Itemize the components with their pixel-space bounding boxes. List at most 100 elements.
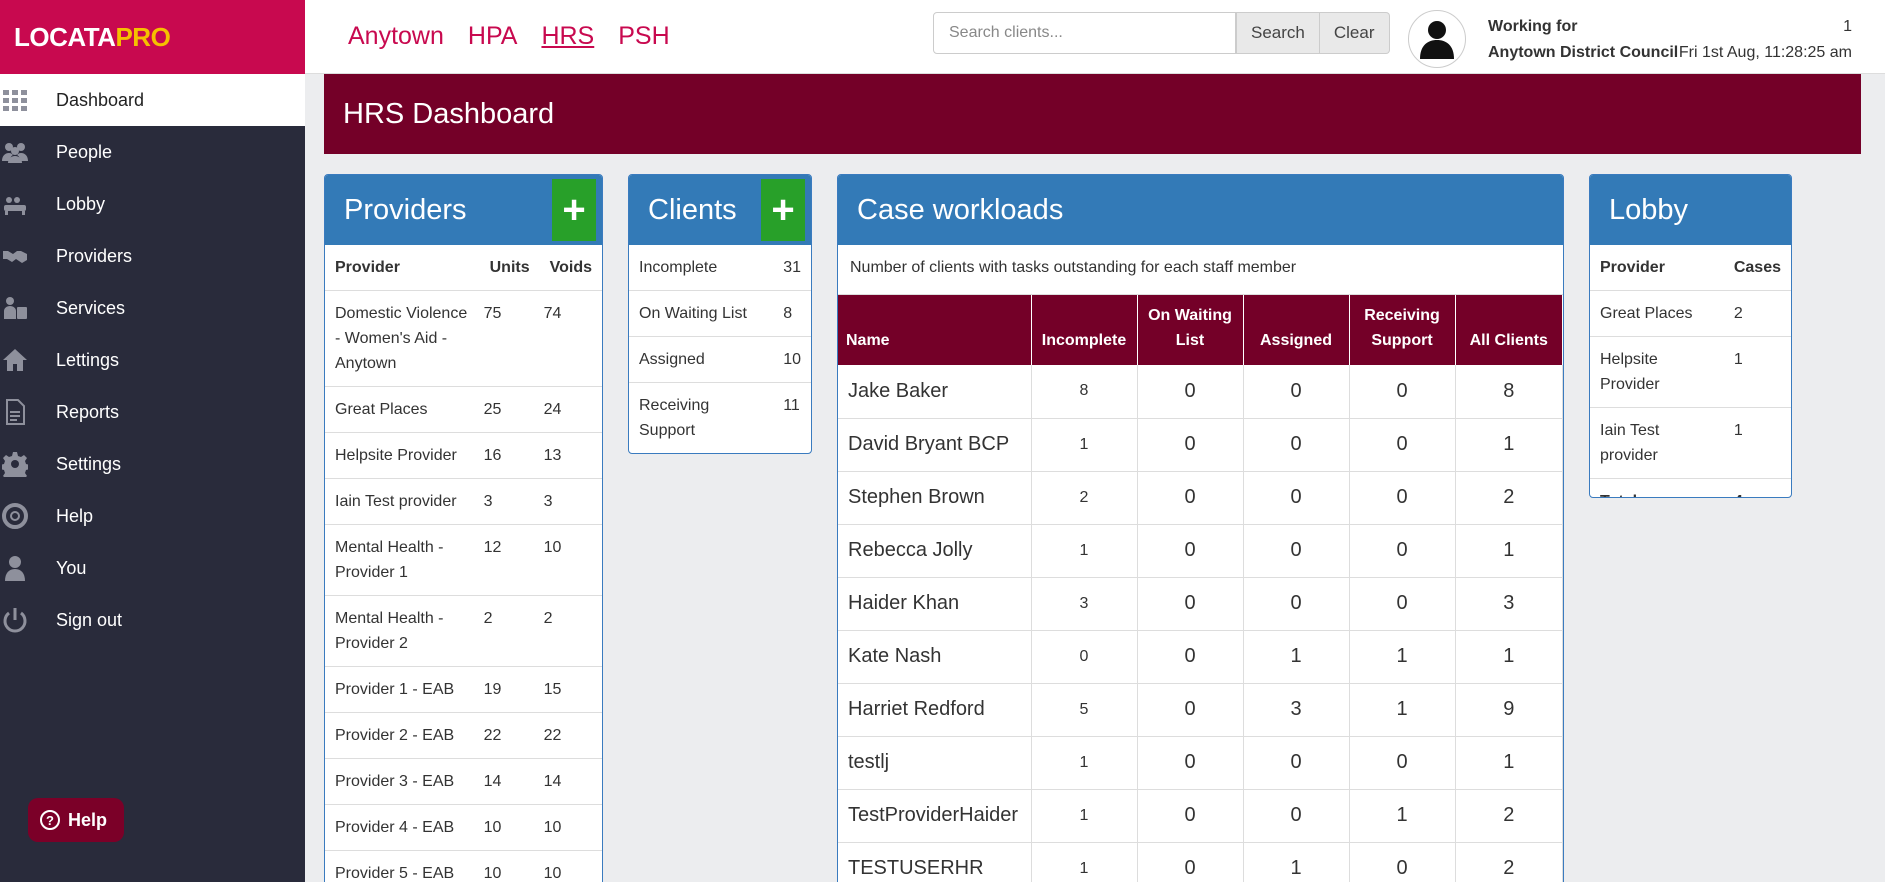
provider-row[interactable]: Great Places 25 24 [325,386,602,433]
user-avatar-icon [1420,21,1454,59]
waiting-count: 0 [1137,577,1244,631]
workload-row[interactable]: Jake Baker 8 0 0 0 8 [838,365,1563,419]
tab-psh[interactable]: PSH [618,22,670,50]
provider-name: Provider 5 - EAB [325,850,480,882]
sidebar-item-sign-out[interactable]: Sign out [0,594,305,646]
client-status-row[interactable]: Incomplete 31 [629,245,811,291]
workload-row[interactable]: Haider Khan 3 0 0 0 3 [838,577,1563,631]
handshake-icon [0,243,56,269]
client-status-count: 31 [773,245,811,291]
provider-voids: 10 [539,850,602,882]
provider-units: 14 [479,758,540,805]
provider-row[interactable]: Provider 3 - EAB 14 14 [325,758,602,805]
sidebar-item-help[interactable]: Help [0,490,305,542]
provider-name: Iain Test provider [325,478,480,525]
provider-row[interactable]: Provider 2 - EAB 22 22 [325,712,602,759]
provider-row[interactable]: Provider 5 - EAB 10 10 [325,850,602,882]
search-button[interactable]: Search [1236,12,1320,54]
lobby-row[interactable]: Helpsite Provider 1 [1590,336,1791,408]
tab-hrs[interactable]: HRS [541,22,595,50]
provider-units: 25 [479,386,540,433]
assigned-count: 0 [1243,471,1350,525]
all-clients-count: 2 [1455,471,1563,525]
column-header-voids: Voids [539,245,602,291]
workload-row[interactable]: TestProviderHaider 1 0 0 1 2 [838,789,1563,843]
workload-row[interactable]: David Bryant BCP 1 0 0 0 1 [838,418,1563,472]
sidebar-item-dashboard[interactable]: Dashboard [0,74,305,126]
clear-button[interactable]: Clear [1319,12,1390,54]
lobby-provider: Helpsite Provider [1590,336,1724,408]
workload-row[interactable]: testlj 1 0 0 0 1 [838,736,1563,790]
sidebar-item-you[interactable]: You [0,542,305,594]
sidebar-item-reports[interactable]: Reports [0,386,305,438]
provider-row[interactable]: Iain Test provider 3 3 [325,478,602,525]
client-status-row[interactable]: On Waiting List 8 [629,290,811,337]
provider-row[interactable]: Provider 4 - EAB 10 10 [325,804,602,851]
sidebar-item-providers[interactable]: Providers [0,230,305,282]
help-button[interactable]: ? Help [28,798,124,842]
page-title: HRS Dashboard [324,74,1861,154]
avatar[interactable] [1408,10,1466,68]
lobby-provider: Great Places [1590,290,1724,337]
incomplete-count: 1 [1031,736,1138,790]
clients-table-body: Incomplete 31 On Waiting List 8 Assigned 10 Re… [629,245,811,453]
lobby-provider: Iain Test provider [1590,407,1724,479]
incomplete-count: 1 [1031,524,1138,578]
sidebar-item-settings[interactable]: Settings [0,438,305,490]
sidebar-item-label: Reports [56,401,120,422]
lobby-table-body: Great Places 2 Helpsite Provider 1 Iain Test… [1590,290,1791,479]
workload-row[interactable]: Stephen Brown 2 0 0 0 2 [838,471,1563,525]
sidebar-item-lobby[interactable]: Lobby [0,178,305,230]
lobby-total-value: 4 [1723,478,1791,497]
sidebar-item-label: Providers [56,245,133,266]
column-header-units: Units [479,245,540,291]
tab-anytown[interactable]: Anytown [348,22,444,50]
client-status-count: 11 [773,382,811,453]
provider-units: 3 [479,478,540,525]
provider-units: 12 [479,524,540,596]
add-client-button[interactable]: + [761,179,805,241]
assigned-count: 1 [1243,842,1350,882]
lobby-total-label: Total [1590,478,1724,497]
power-icon [0,607,56,633]
workload-row[interactable]: Kate Nash 0 0 1 1 1 [838,630,1563,684]
waiting-count: 0 [1137,736,1244,790]
lobby-row[interactable]: Iain Test provider 1 [1590,407,1791,479]
workload-row[interactable]: Rebecca Jolly 1 0 0 0 1 [838,524,1563,578]
staff-name: Rebecca Jolly [838,524,1032,578]
provider-name: Domestic Violence - Women's Aid - Anytow… [325,290,480,387]
all-clients-count: 1 [1455,736,1563,790]
provider-row[interactable]: Helpsite Provider 16 13 [325,432,602,479]
provider-row[interactable]: Domestic Violence - Women's Aid - Anytow… [325,290,602,387]
sidebar-item-lettings[interactable]: Lettings [0,334,305,386]
client-status-row[interactable]: Receiving Support 11 [629,382,811,453]
provider-row[interactable]: Provider 1 - EAB 19 15 [325,666,602,713]
provider-units: 19 [479,666,540,713]
provider-voids: 10 [539,804,602,851]
workload-row[interactable]: TESTUSERHR 1 0 1 0 2 [838,842,1563,882]
incomplete-count: 0 [1031,630,1138,684]
top-tabs: Anytown HPA HRS PSH [348,22,670,51]
sidebar-item-label: People [56,141,113,162]
provider-row[interactable]: Mental Health - Provider 1 12 10 [325,524,602,596]
search-input[interactable] [933,12,1236,54]
provider-units: 2 [479,595,540,667]
support-count: 0 [1349,418,1456,472]
column-header-name: Name [838,295,1032,365]
logo-text-accent: PRO [115,21,171,52]
workload-row[interactable]: Harriet Redford 5 0 3 1 9 [838,683,1563,737]
sidebar-item-label: Lettings [56,349,120,370]
sidebar-item-services[interactable]: Services [0,282,305,334]
sidebar-item-people[interactable]: People [0,126,305,178]
support-count: 1 [1349,789,1456,843]
add-provider-button[interactable]: + [552,179,596,241]
logo[interactable]: LOCATAPRO [0,0,305,74]
client-status-row[interactable]: Assigned 10 [629,336,811,383]
all-clients-count: 2 [1455,842,1563,882]
staff-name: Haider Khan [838,577,1032,631]
lobby-row[interactable]: Great Places 2 [1590,290,1791,337]
sidebar-item-label: Dashboard [56,89,145,110]
tab-hpa[interactable]: HPA [467,22,518,50]
notification-count: 1 [1843,18,1852,35]
